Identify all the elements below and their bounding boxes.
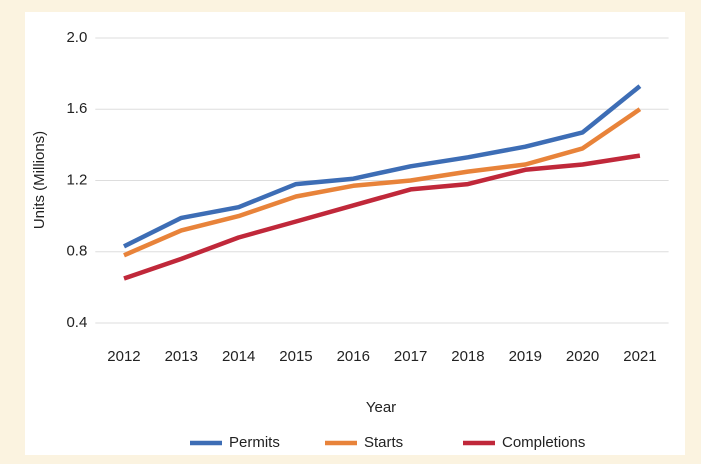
x-axis-label: Year (366, 399, 396, 416)
y-tick-label: 1.2 (66, 171, 87, 188)
x-tick-label: 2013 (165, 348, 198, 365)
x-tick-label: 2020 (566, 348, 599, 365)
y-tick-label: 2.0 (66, 29, 87, 46)
legend-label: Starts (364, 434, 403, 451)
y-tick-label: 1.6 (66, 100, 87, 117)
x-tick-label: 2015 (279, 348, 312, 365)
y-axis-label: Units (Millions) (31, 131, 48, 229)
line-series (123, 107, 642, 258)
y-tick-label: 0.4 (66, 314, 87, 331)
legend-label: Permits (229, 434, 280, 451)
x-tick-label: 2014 (222, 348, 255, 365)
chart-panel (25, 12, 685, 455)
x-tick-label: 2012 (107, 348, 140, 365)
legend-label: Completions (502, 434, 585, 451)
y-tick-label: 0.8 (66, 243, 87, 260)
x-tick-label: 2016 (337, 348, 370, 365)
x-tick-label: 2019 (509, 348, 542, 365)
line-series (122, 84, 642, 249)
x-tick-label: 2018 (451, 348, 484, 365)
x-tick-label: 2017 (394, 348, 427, 365)
x-tick-label: 2021 (623, 348, 656, 365)
line-series (123, 153, 641, 281)
